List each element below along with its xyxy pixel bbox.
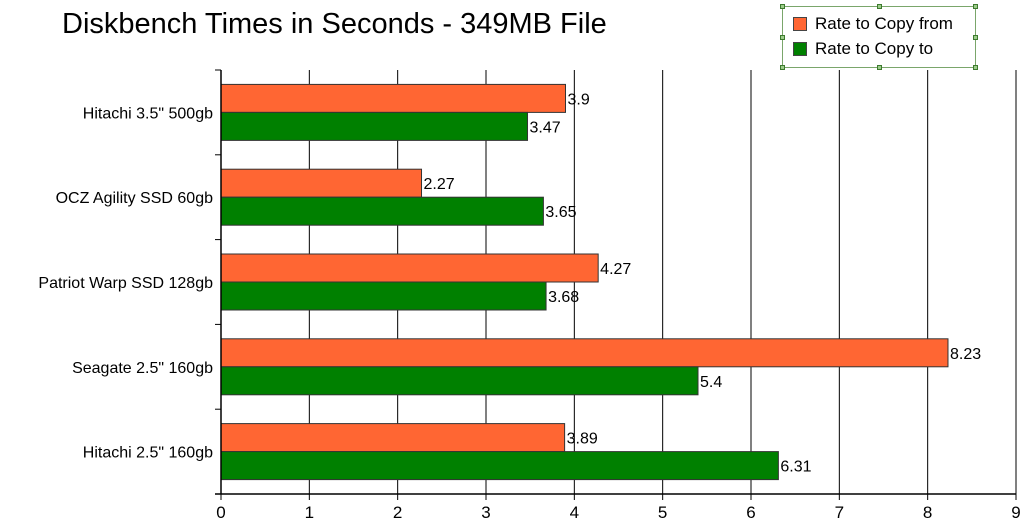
data-label: 2.27: [424, 176, 455, 193]
legend-label-copy-from: Rate to Copy from: [815, 14, 953, 33]
category-label: Hitachi 2.5" 160gb: [83, 445, 213, 462]
data-label: 5.4: [700, 374, 722, 391]
data-label: 3.89: [567, 431, 598, 448]
x-tick-label: 5: [658, 503, 667, 522]
legend-swatch-copy-to: [793, 42, 807, 56]
legend[interactable]: Rate to Copy from Rate to Copy to: [780, 4, 978, 70]
bar: [220, 451, 779, 481]
x-tick-label: 0: [216, 503, 225, 522]
bar: [220, 253, 599, 283]
selection-handle[interactable]: [973, 65, 978, 70]
data-label: 3.65: [545, 204, 576, 221]
legend-item-copy-from: Rate to Copy from: [793, 14, 953, 34]
data-label: 3.47: [530, 119, 561, 136]
selection-handle[interactable]: [877, 4, 882, 9]
x-tick-label: 3: [481, 503, 490, 522]
bar: [220, 168, 423, 198]
bar: [220, 111, 529, 141]
x-tick-label: 1: [305, 503, 314, 522]
bar: [220, 366, 699, 396]
bar: [220, 83, 566, 113]
category-label: Hitachi 3.5" 500gb: [83, 105, 213, 122]
category-label: Seagate 2.5" 160gb: [72, 360, 213, 377]
chart-title: Diskbench Times in Seconds - 349MB File: [62, 8, 607, 40]
x-tick-label: 7: [835, 503, 844, 522]
legend-item-copy-to: Rate to Copy to: [793, 39, 933, 59]
selection-handle[interactable]: [780, 35, 785, 40]
legend-swatch-copy-from: [793, 17, 807, 31]
selection-handle[interactable]: [780, 65, 785, 70]
bar: [220, 281, 547, 311]
category-label: Patriot Warp SSD 128gb: [38, 275, 213, 292]
data-label: 6.31: [780, 459, 811, 476]
category-label: OCZ Agility SSD 60gb: [56, 190, 214, 207]
bars: [220, 83, 949, 481]
data-label: 8.23: [950, 346, 981, 363]
selection-handle[interactable]: [877, 65, 882, 70]
x-tick-label: 2: [393, 503, 402, 522]
data-label: 3.9: [568, 91, 590, 108]
selection-handle[interactable]: [973, 4, 978, 9]
bar: [220, 196, 544, 226]
bar: [220, 338, 949, 368]
x-tick-label: 6: [746, 503, 755, 522]
selection-handle[interactable]: [780, 4, 785, 9]
x-tick-label: 4: [570, 503, 579, 522]
legend-label-copy-to: Rate to Copy to: [815, 39, 934, 58]
labels: 3.9 3.47 Hitachi 3.5" 500gb 2.27 3.65 OCZ Agi…: [38, 91, 1020, 522]
selection-handle[interactable]: [973, 35, 978, 40]
x-tick-label: 9: [1011, 503, 1020, 522]
data-label: 3.68: [548, 289, 579, 306]
axes: [215, 69, 1017, 500]
data-label: 4.27: [600, 261, 631, 278]
bar: [220, 423, 566, 453]
x-tick-label: 8: [923, 503, 932, 522]
